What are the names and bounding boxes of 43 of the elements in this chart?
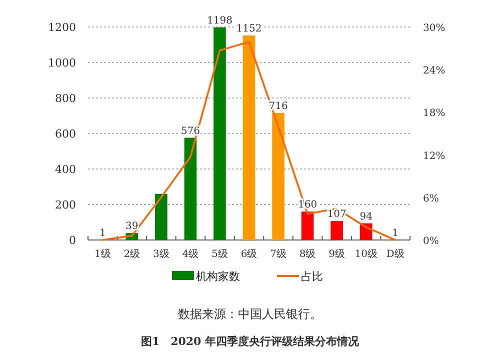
data-label: 1152 [236,24,262,35]
x-tick-label: 6级 [240,248,258,260]
bar [330,221,343,240]
caption: 图1 2020 年四季度央行评级结果分布情况 [140,335,360,348]
y-tick-label: 1200 [48,21,76,34]
bar [272,112,284,240]
x-tick-label: 5级 [212,248,228,260]
y2-tick-label: 18% [423,108,446,120]
y-tick-label: 200 [55,198,76,212]
y2-tick-label: 24% [423,66,446,77]
y-tick-label: 1000 [48,56,76,70]
data-label: 94 [360,211,372,222]
bar [184,138,197,240]
x-tick-label: 1级 [94,248,111,260]
data-label: 1 [392,228,399,239]
bar [214,27,226,240]
y2-tick-label: 30% [423,23,446,34]
x-tick-label: 3级 [152,248,170,260]
legend-label: 占比 [301,270,323,283]
y-tick-label: 800 [55,92,76,105]
y-tick-label: 0 [69,234,76,247]
x-tick-label: 10级 [354,248,378,260]
x-tick-label: 4级 [182,248,199,260]
bar [155,194,168,240]
y2-tick-label: 12% [423,150,446,162]
x-tick-label: 9级 [328,248,346,260]
source-note: 数据来源：中国人民银行。 [178,307,322,321]
data-label: 1 [99,228,106,239]
bar [301,212,314,240]
y2-tick-label: 0% [423,236,439,247]
legend-label: 机构家数 [196,270,240,283]
data-label: 1198 [207,15,232,26]
data-label: 107 [327,209,346,220]
x-tick-label: 7级 [270,248,286,260]
y-tick-label: 400 [55,163,76,176]
y-tick-label: 600 [55,128,76,140]
x-tick-label: 2级 [124,248,140,260]
x-tick-label: D级 [386,248,404,260]
y2-tick-label: 6% [423,193,439,204]
data-label: 39 [126,221,138,232]
bar [242,36,256,240]
x-tick-label: 8级 [299,248,316,260]
line-series [102,41,396,241]
